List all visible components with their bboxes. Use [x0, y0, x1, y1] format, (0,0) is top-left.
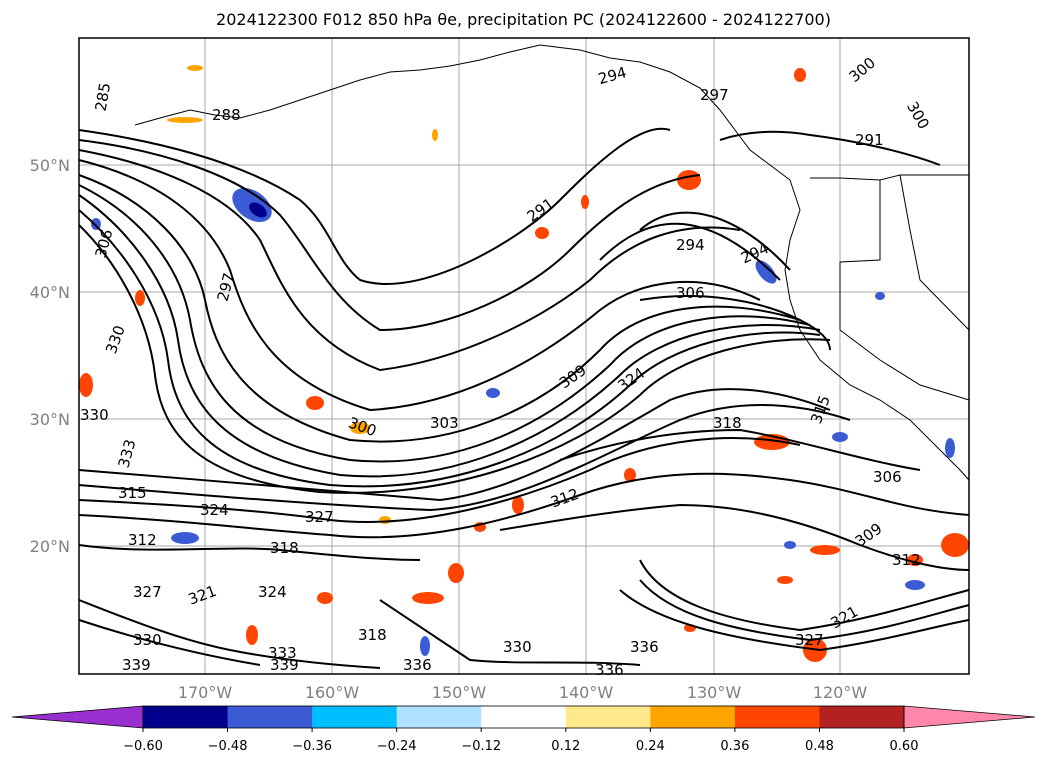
colorbar-outline: [142, 705, 905, 729]
contour-label: 339: [122, 656, 151, 674]
contour-label: 330: [503, 638, 532, 656]
longitude-labels: 170°W 160°W 150°W 140°W 130°W 120°W: [178, 683, 868, 702]
lon-label-130w: 130°W: [687, 683, 742, 702]
contour-label: 336: [595, 661, 624, 679]
colorbar-segment: [481, 706, 567, 728]
theta-e-contours: [78, 127, 970, 669]
colorbar-segment: [227, 706, 313, 728]
colorbar-tick-label: −0.36: [292, 739, 332, 754]
contour-label: 327: [795, 631, 824, 649]
colorbar-tick-label: 0.24: [636, 739, 665, 754]
colorbar-tick-label: −0.12: [461, 739, 501, 754]
contour-label: 312: [892, 551, 921, 569]
contour-label: 303: [430, 414, 459, 432]
contour-label: 324: [258, 583, 287, 601]
contour-label: 312: [128, 531, 157, 549]
contour-label: 336: [403, 656, 432, 674]
contour-label: 327: [133, 583, 162, 601]
lat-label-30n: 30°N: [30, 410, 70, 429]
contour-label: 318: [713, 414, 742, 432]
colorbar-segment: [734, 706, 820, 728]
contour-label: 291: [855, 131, 884, 149]
lon-label-170w: 170°W: [178, 683, 233, 702]
coastline: [134, 44, 970, 481]
map-border: [78, 37, 970, 675]
contour-label: 318: [270, 539, 299, 557]
lon-label-120w: 120°W: [813, 683, 868, 702]
colorbar-extend-max: [903, 705, 1036, 729]
colorbar-segment: [819, 706, 905, 728]
colorbar-extend-min: [11, 705, 144, 729]
contour-label: 288: [212, 106, 241, 124]
map-panel: [78, 37, 970, 675]
colorbar-tick-label: −0.24: [377, 739, 417, 754]
colorbar-segment: [312, 706, 398, 728]
colorbar-segment: [396, 706, 482, 728]
contour-label: 324: [200, 501, 229, 519]
lat-label-20n: 20°N: [30, 537, 70, 556]
contour-label: 306: [676, 284, 705, 302]
contour-label: 318: [358, 626, 387, 644]
colorbar: −0.60 −0.48 −0.36 −0.24 −0.12 0.12 0.24 0.36 0.4…: [11, 705, 1036, 754]
contour-label: 306: [873, 468, 902, 486]
lon-label-150w: 150°W: [432, 683, 487, 702]
colorbar-segment: [143, 706, 229, 728]
precipitation-shading: [79, 65, 969, 662]
colorbar-tick-label: 0.36: [720, 739, 749, 754]
contour-label: 330: [80, 406, 109, 424]
latitude-labels: 50°N 40°N 30°N 20°N: [30, 156, 70, 556]
colorbar-segment: [650, 706, 736, 728]
colorbar-segment: [565, 706, 651, 728]
colorbar-tick-label: −0.48: [208, 739, 248, 754]
lat-label-50n: 50°N: [30, 156, 70, 175]
lon-label-140w: 140°W: [559, 683, 614, 702]
contour-label: 315: [118, 484, 147, 502]
lat-label-40n: 40°N: [30, 283, 70, 302]
colorbar-tick-label: 0.60: [890, 739, 919, 754]
contour-label: 327: [305, 508, 334, 526]
contour-label: 294: [676, 236, 705, 254]
contour-label: 339: [270, 656, 299, 674]
contour-label: 297: [700, 86, 729, 104]
contour-label: 336: [630, 638, 659, 656]
lon-label-160w: 160°W: [305, 683, 360, 702]
colorbar-tick-label: −0.60: [123, 739, 163, 754]
colorbar-tick-label: 0.48: [805, 739, 834, 754]
contour-label: 285: [92, 81, 115, 112]
map-title: 2024122300 F012 850 hPa θe, precipitatio…: [216, 10, 831, 29]
contour-label: 333: [268, 644, 297, 662]
colorbar-tick-label: 0.12: [551, 739, 580, 754]
contour-label: 330: [133, 631, 162, 649]
